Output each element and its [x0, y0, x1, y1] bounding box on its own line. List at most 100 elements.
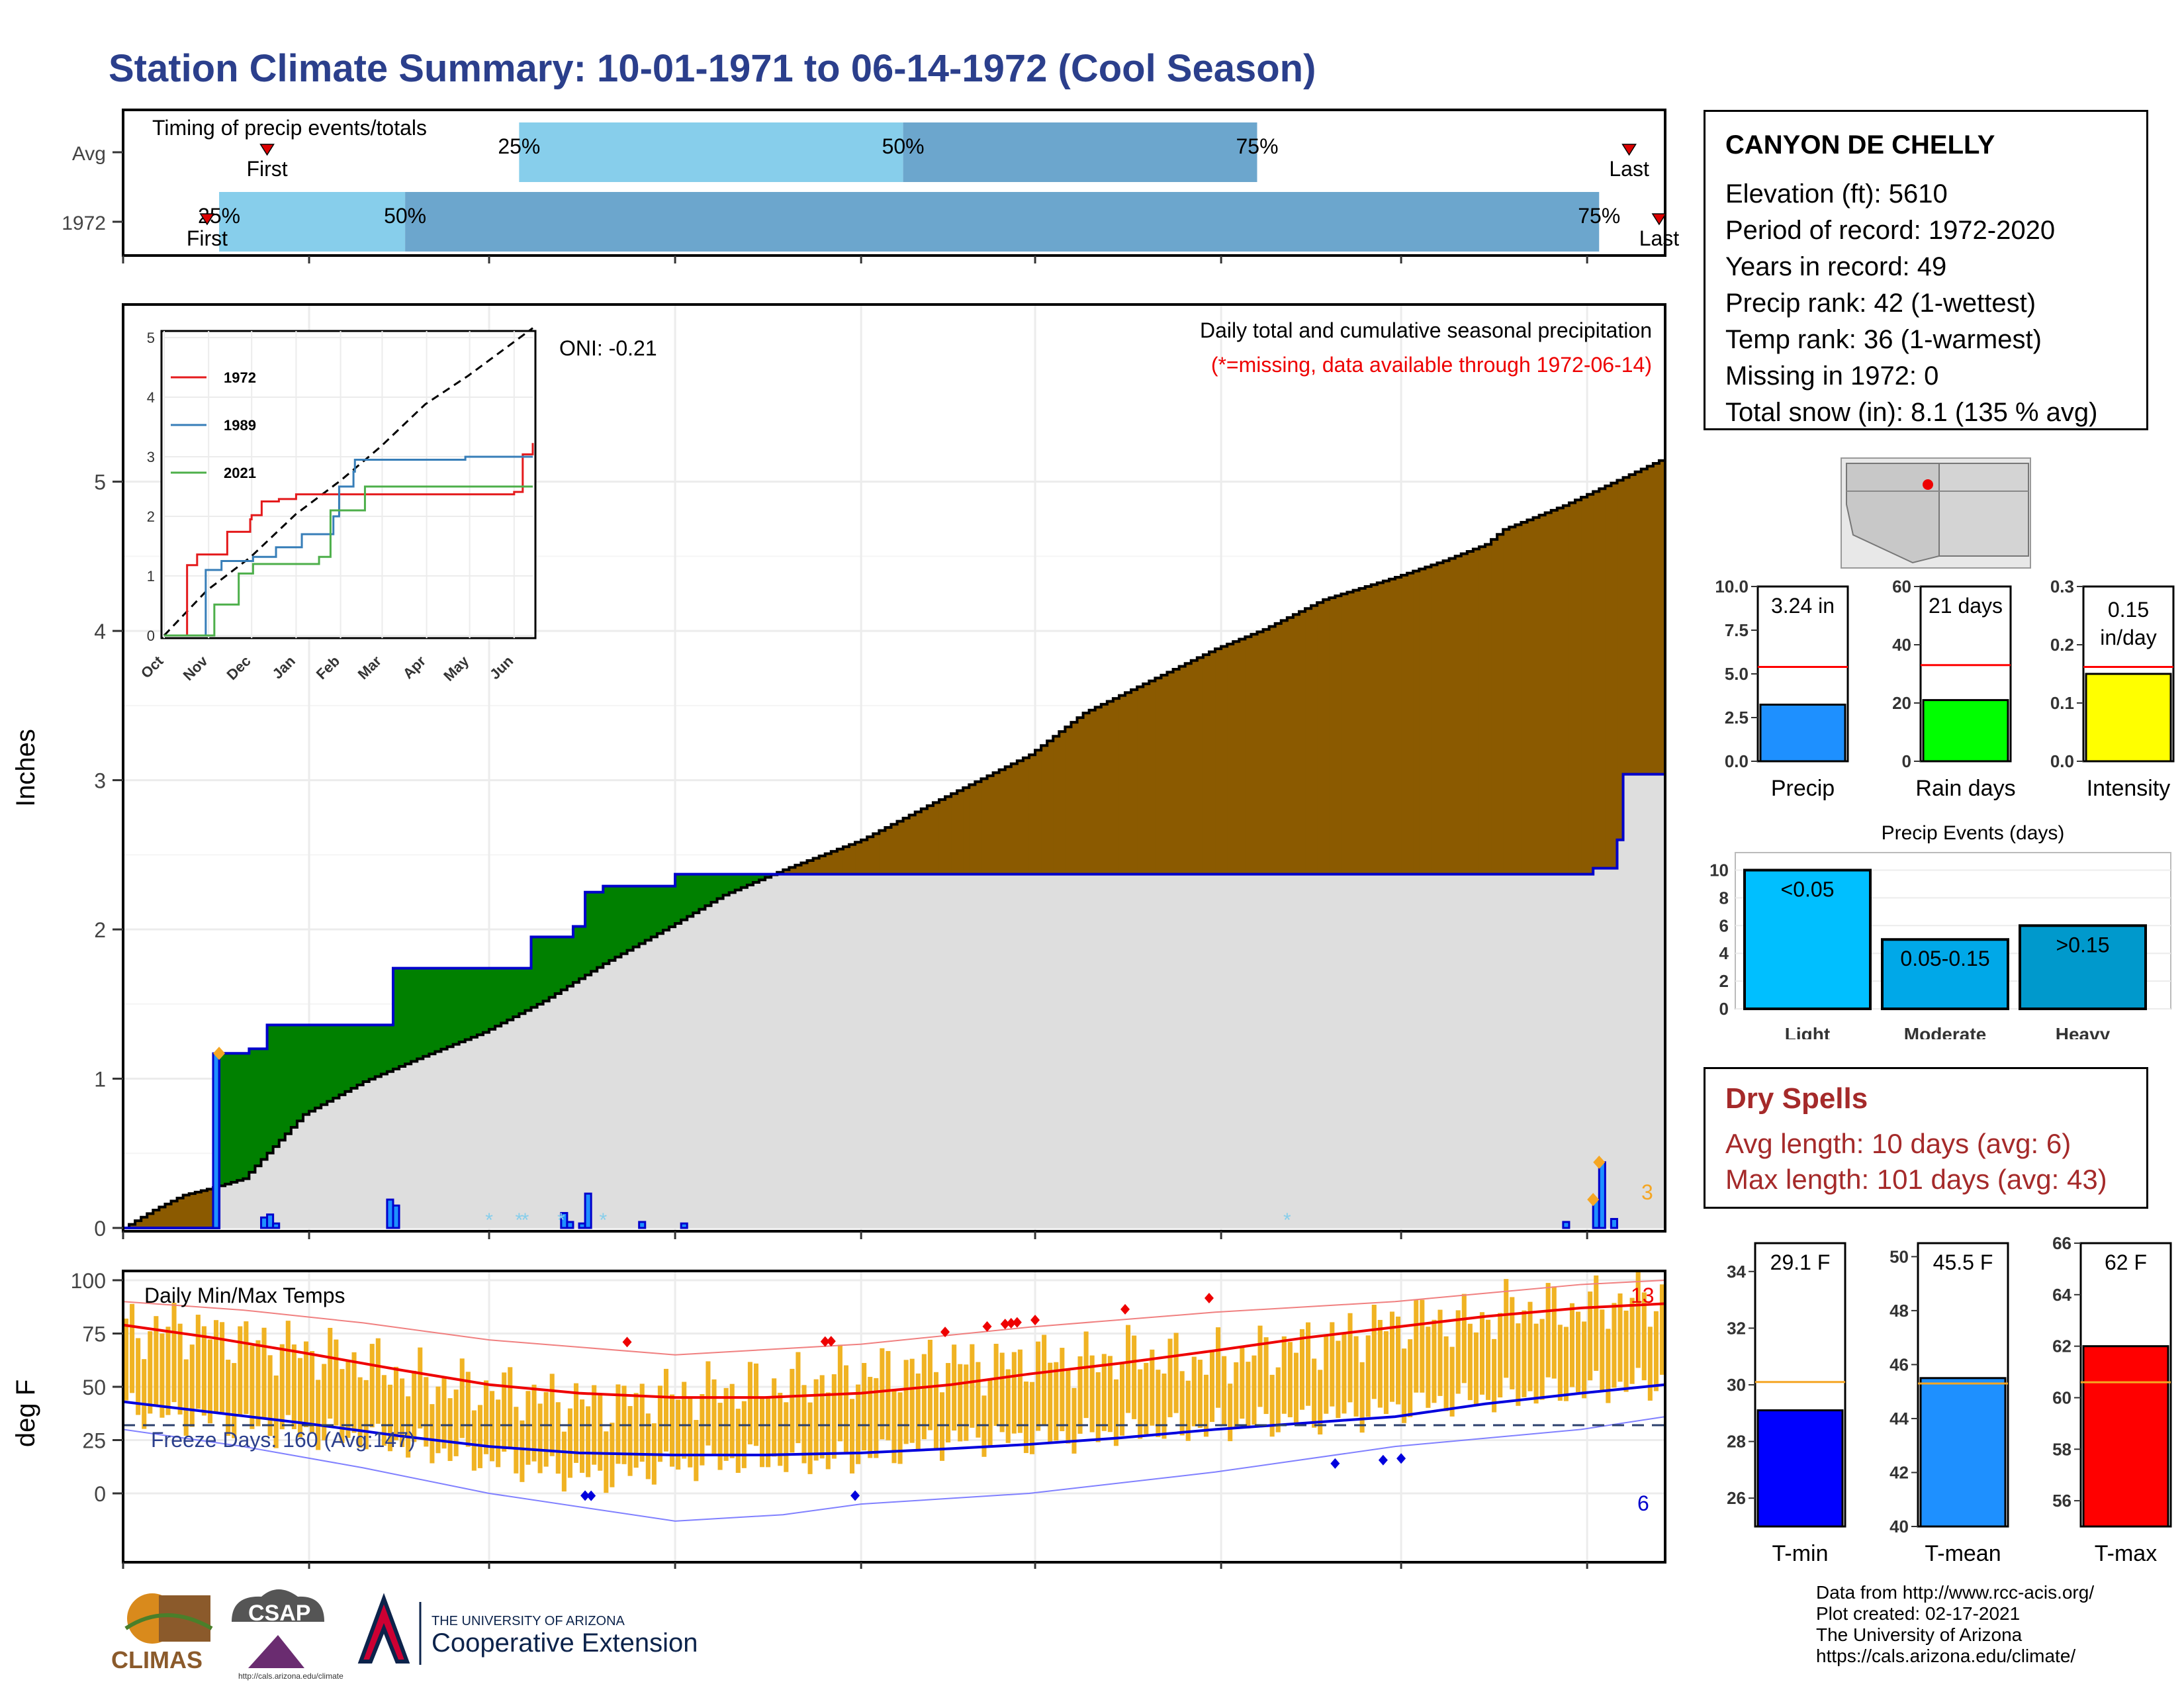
above-normal-fill — [693, 874, 700, 913]
cumulative-gray-fill — [1101, 874, 1108, 1228]
daily-temp-bar — [1312, 1358, 1317, 1428]
stat-y-tick-label: 0.2 — [2050, 635, 2074, 655]
precip-y-tick-label: 5 — [94, 471, 106, 494]
stat-value-label: 29.1 F — [1770, 1250, 1831, 1274]
daily-temp-bar — [747, 1362, 752, 1444]
inset-series-line — [164, 455, 533, 637]
daily-temp-bar — [447, 1398, 453, 1462]
cumulative-gray-fill — [1401, 874, 1408, 1228]
daily-temp-bar — [1089, 1355, 1095, 1432]
above-normal-fill — [375, 1025, 382, 1077]
cumulative-gray-fill — [993, 874, 1000, 1228]
daily-temp-bar — [772, 1378, 777, 1457]
cumulative-gray-fill — [423, 1056, 430, 1228]
credit-data-source: Data from http://www.rcc-acis.org/ — [1816, 1582, 2095, 1603]
daily-temp-bar — [1228, 1383, 1233, 1442]
below-normal-fill — [1383, 581, 1390, 874]
event-marker — [1593, 1155, 1606, 1169]
temp-y-axis-label: deg F — [11, 1380, 40, 1447]
cumulative-gray-fill — [405, 1064, 412, 1228]
below-normal-fill — [795, 865, 801, 874]
cumulative-gray-fill — [363, 1082, 370, 1228]
cumulative-gray-fill — [975, 874, 981, 1228]
above-normal-fill — [231, 1053, 238, 1183]
above-normal-fill — [549, 937, 556, 998]
below-normal-fill — [801, 863, 808, 874]
record-low-marker — [586, 1490, 596, 1501]
stat-value-label: in/day — [2100, 626, 2156, 649]
above-normal-fill — [237, 1053, 244, 1181]
cumulative-gray-fill — [1473, 874, 1480, 1228]
below-normal-fill — [999, 769, 1006, 874]
above-normal-fill — [411, 968, 418, 1062]
above-normal-fill — [357, 1025, 364, 1085]
cumulative-gray-fill — [1323, 874, 1330, 1228]
below-normal-fill — [879, 830, 886, 874]
freeze-days-label: Freeze Days: 160 (Avg:147) — [151, 1428, 416, 1452]
daily-temp-bar — [615, 1384, 621, 1464]
above-normal-fill — [735, 874, 742, 890]
below-normal-fill — [1461, 553, 1468, 874]
cumulative-gray-fill — [1587, 874, 1594, 1228]
below-normal-fill — [1023, 757, 1030, 874]
below-normal-fill — [903, 818, 910, 874]
below-normal-fill — [789, 867, 796, 874]
below-normal-fill — [885, 827, 891, 874]
daily-temp-bar — [207, 1339, 212, 1424]
below-normal-fill — [189, 1194, 196, 1228]
cumulative-gray-fill — [411, 1061, 418, 1228]
cumulative-gray-fill — [1503, 874, 1510, 1228]
daily-temp-bar — [1275, 1367, 1281, 1432]
cumulative-gray-fill — [711, 902, 718, 1228]
cumulative-gray-fill — [1449, 874, 1456, 1228]
above-normal-fill — [327, 1025, 334, 1102]
stat-y-tick-label: 34 — [1727, 1262, 1746, 1282]
daily-temp-bar — [1246, 1362, 1251, 1429]
cumulative-gray-fill — [1533, 874, 1540, 1228]
daily-temp-bar — [1347, 1313, 1353, 1403]
daily-temp-bar — [525, 1391, 531, 1465]
daily-temp-bar — [1144, 1362, 1149, 1434]
normal-cumulative-line — [123, 457, 1666, 1229]
daily-temp-bar — [1083, 1331, 1089, 1419]
precip-event-bar — [2019, 924, 2147, 1011]
daily-temp-bar — [825, 1392, 831, 1470]
above-normal-fill — [572, 926, 580, 983]
daily-temp-bar — [927, 1339, 933, 1430]
below-normal-fill — [1191, 660, 1198, 874]
cumulative-gray-fill — [819, 874, 826, 1228]
below-normal-fill — [1365, 586, 1372, 874]
cumulative-gray-fill — [1245, 874, 1251, 1228]
cumulative-gray-fill — [537, 1004, 544, 1228]
cumulative-gray-fill — [645, 940, 652, 1228]
stat-value-label: 45.5 F — [1933, 1250, 1993, 1274]
cumulative-gray-fill — [519, 1013, 525, 1228]
daily-temp-bar — [1234, 1362, 1239, 1429]
cumulative-gray-fill — [1599, 868, 1606, 1228]
above-normal-fill — [662, 886, 670, 931]
below-normal-fill — [1125, 692, 1132, 874]
cumulative-gray-fill — [627, 950, 634, 1228]
below-normal-fill — [1437, 563, 1444, 874]
daily-temp-bar — [1203, 1374, 1208, 1437]
above-normal-fill — [501, 968, 508, 1023]
cumulative-gray-fill — [1131, 874, 1138, 1228]
daily-temp-bar — [753, 1363, 759, 1446]
precip-event-bar-label: <0.05 — [1781, 877, 1835, 901]
cumulative-gray-fill — [1527, 874, 1534, 1228]
daily-temp-bar — [981, 1395, 987, 1457]
below-normal-fill — [1251, 634, 1258, 874]
cumulative-gray-fill — [783, 874, 790, 1228]
cumulative-gray-fill — [1347, 874, 1354, 1228]
cumulative-gray-fill — [729, 892, 736, 1228]
climas-text: CLIMAS — [111, 1646, 203, 1673]
below-normal-fill — [1089, 710, 1096, 874]
cumulative-gray-fill — [429, 1054, 435, 1228]
above-normal-fill — [759, 874, 766, 880]
record-min-line — [122, 1416, 1666, 1522]
below-normal-fill — [1257, 632, 1264, 874]
cumulative-gray-fill — [1053, 874, 1060, 1228]
above-normal-fill — [741, 874, 748, 888]
station-name: CANYON DE CHELLY — [1725, 130, 1995, 160]
